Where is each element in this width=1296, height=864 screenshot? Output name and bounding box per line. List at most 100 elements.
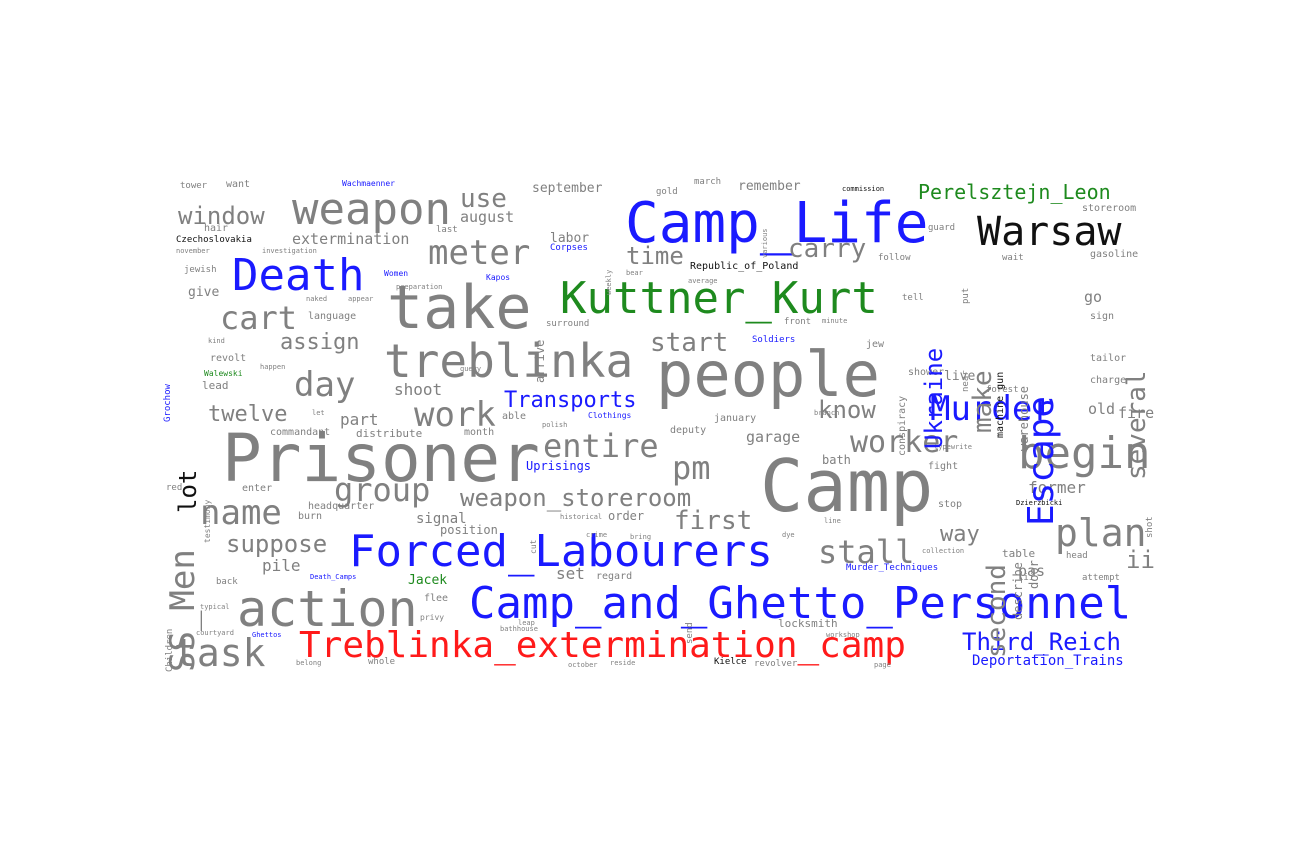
word: people: [656, 338, 880, 411]
word: Wachmaenner: [342, 179, 395, 188]
word: last: [436, 225, 458, 235]
word: put: [961, 287, 971, 304]
word: storeroom: [1082, 203, 1137, 214]
word: stop: [938, 499, 963, 510]
word: former: [1028, 478, 1086, 497]
word: weapon: [292, 184, 451, 235]
word: twelve: [208, 402, 288, 427]
word: Camp_and_Ghetto_Personnel: [469, 578, 1132, 629]
word: commission: [842, 185, 885, 193]
word: assign: [280, 330, 360, 355]
word: arrive: [533, 339, 547, 383]
word: headquarter: [308, 501, 375, 512]
word: Warsaw: [977, 209, 1122, 255]
word: meter: [428, 233, 531, 273]
word: minute: [822, 317, 848, 325]
word: gold: [656, 187, 678, 197]
word: pas: [1018, 562, 1046, 580]
word: revolver: [754, 659, 798, 669]
word: march: [694, 177, 722, 187]
word: second: [982, 564, 1012, 658]
word: ii: [1126, 546, 1155, 574]
word: Murder: [930, 389, 1053, 429]
word: way: [940, 522, 980, 547]
word: enter: [242, 483, 273, 494]
word: distribute: [356, 427, 423, 440]
word: bring: [630, 533, 652, 541]
word: day: [294, 365, 356, 405]
word: go: [1084, 288, 1103, 306]
word: whole: [368, 657, 396, 667]
word: workshop: [826, 631, 860, 639]
word: name: [200, 493, 282, 533]
word: tailor: [1090, 353, 1127, 364]
word: query: [460, 365, 482, 373]
word: revolt: [210, 353, 247, 364]
word: back: [216, 577, 238, 587]
word: start: [650, 328, 729, 358]
word: guard: [928, 223, 956, 233]
word: locksmith: [778, 617, 838, 630]
word: suppose: [226, 530, 328, 558]
word: first: [674, 506, 753, 536]
word: time: [626, 242, 684, 270]
word: Kapos: [486, 273, 511, 282]
word: Walewski: [204, 369, 243, 378]
word: shower: [908, 367, 945, 378]
word: january: [714, 413, 757, 424]
word: begin: [1018, 428, 1151, 479]
word: fire: [1118, 404, 1155, 422]
word: month: [464, 427, 495, 438]
word: order: [608, 509, 645, 523]
word: cart: [220, 299, 298, 337]
word: Children: [165, 628, 175, 672]
word: pm: [672, 449, 711, 487]
word: Dzierzbicki: [1016, 499, 1063, 507]
word: commandant: [270, 427, 331, 438]
word: garage: [746, 428, 801, 446]
word: head: [1066, 551, 1088, 561]
word: near: [961, 370, 971, 392]
word: lot: [174, 469, 202, 513]
word: iii: [1018, 573, 1035, 583]
word: weapon_storeroom: [460, 484, 692, 512]
word: tell: [902, 293, 924, 303]
word: set: [556, 564, 585, 583]
word: Perelsztejn_Leon: [918, 180, 1111, 204]
word: action: [237, 580, 418, 638]
word: stall: [818, 533, 915, 571]
word: conspiracy: [897, 395, 908, 456]
word: jew: [866, 339, 885, 350]
word: jewish: [184, 265, 217, 275]
word: charge: [1090, 375, 1127, 386]
word: Transports: [504, 388, 637, 413]
word: front: [784, 317, 812, 327]
word: investigation: [262, 247, 317, 255]
word: several: [1122, 370, 1152, 480]
word: Death_Camps: [310, 573, 357, 581]
word: entire: [543, 427, 659, 465]
word: take: [387, 273, 532, 343]
word: pile: [262, 556, 301, 575]
word: privy: [420, 613, 445, 622]
word: make: [968, 370, 998, 433]
word: october: [568, 661, 598, 669]
word: follow: [878, 253, 911, 263]
word: Murder_Techniques: [846, 563, 939, 573]
word: Kielce: [714, 657, 747, 667]
word: Grochow: [163, 384, 173, 422]
word: Clothings: [588, 411, 632, 420]
word: Ukraine: [920, 347, 948, 449]
word: language: [308, 311, 357, 322]
word: Soldiers: [752, 335, 796, 345]
word: want: [226, 179, 251, 190]
word: regard: [596, 571, 633, 582]
word: Third_Reich: [962, 628, 1121, 656]
word: gasoline: [1090, 249, 1139, 260]
word: remember: [738, 179, 801, 194]
word: Corpses: [550, 243, 588, 253]
word: cut: [529, 539, 538, 554]
word: Czechoslovakia: [176, 235, 252, 245]
word: group: [334, 471, 431, 509]
word: old: [1088, 400, 1116, 418]
